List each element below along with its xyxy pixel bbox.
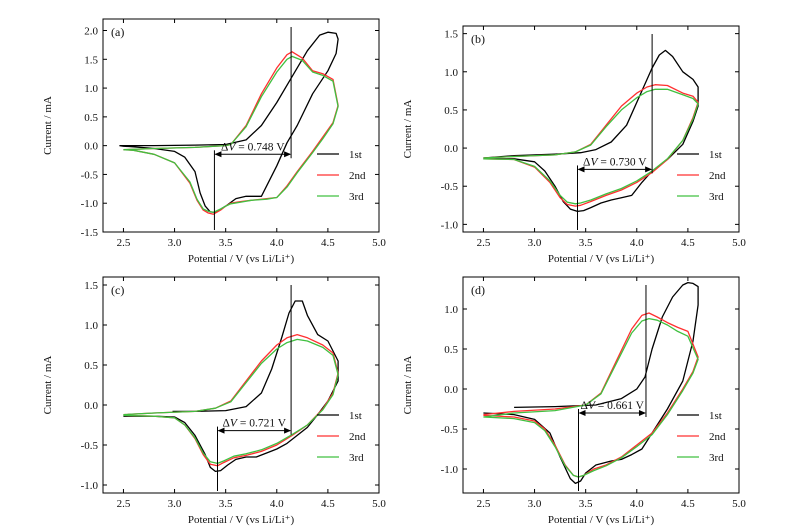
x-tick-label: 2.5 [117,498,131,510]
x-tick-label: 2.5 [477,237,491,249]
legend-label: 1st [709,149,722,161]
y-tick-label: 0.0 [444,143,458,155]
plot-frame [463,26,739,232]
legend-label: 2nd [709,431,726,443]
panel-label: (a) [111,25,124,39]
panel-label: (d) [471,283,485,297]
delta-v-label: ΔV = 0.721 V [223,418,287,430]
x-tick-label: 3.5 [219,498,233,510]
figure: 2.5 3.0 3.5 4.0 4.5 5.0 -1.5 -1.0 -0.5 0.0 0.5 1.0 1… [0,0,787,530]
panel-a: 2.5 3.0 3.5 4.0 4.5 5.0 -1.5 -1.0 -0.5 0.0 0.5 1.0 1… [42,19,386,265]
y-tick-label: 1.0 [444,67,458,79]
x-tick-label: 5.0 [372,237,386,249]
series-line-1st [119,32,338,212]
y-tick-label: -0.5 [81,440,99,452]
y-axis-label: Current / mA [42,96,54,155]
y-tick-label: 0.5 [444,344,458,356]
series-line-1st [123,301,338,471]
y-tick-label: -1.0 [81,198,99,210]
legend-label: 3rd [349,191,364,203]
x-axis-label: Potential / V (vs Li/Li⁺) [548,514,655,526]
x-tick-label: 3.0 [528,237,542,249]
y-tick-label: -1.0 [441,464,459,476]
legend-label: 2nd [709,170,726,182]
series-line-3rd [123,56,338,212]
legend-label: 2nd [349,170,366,182]
x-tick-label: 4.0 [630,237,644,249]
series-line-3rd [483,89,698,204]
x-tick-label: 4.0 [630,498,644,510]
x-axis-label: Potential / V (vs Li/Li⁺) [188,514,295,526]
legend-label: 2nd [349,431,366,443]
y-tick-label: 0.0 [84,141,98,153]
y-tick-label: -1.0 [441,219,459,231]
panel-label: (c) [111,283,124,297]
y-tick-label: 0.0 [84,400,98,412]
x-tick-label: 4.5 [321,237,335,249]
series-line-2nd [123,52,338,214]
y-tick-label: -0.5 [441,424,459,436]
y-axis-label: Current / mA [42,356,54,415]
series-line-3rd [483,319,698,477]
series-line-1st [483,50,698,211]
series-line-1st [483,283,698,484]
y-tick-label: 1.0 [84,320,98,332]
x-tick-label: 4.0 [270,237,284,249]
y-tick-label: -0.5 [81,169,99,181]
legend-label: 1st [349,149,362,161]
plot-frame [103,19,379,232]
x-tick-label: 4.5 [321,498,335,510]
x-tick-label: 2.5 [117,237,131,249]
series-line-2nd [123,335,338,466]
y-tick-label: 0.0 [444,384,458,396]
y-axis-label: Current / mA [402,356,414,415]
y-tick-label: 0.5 [84,112,98,124]
x-tick-label: 5.0 [732,237,746,249]
x-tick-label: 5.0 [732,498,746,510]
y-tick-label: 1.5 [84,54,98,66]
x-tick-label: 3.0 [168,498,182,510]
x-tick-label: 5.0 [372,498,386,510]
x-tick-label: 3.5 [579,237,593,249]
cv-figure: 2.5 3.0 3.5 4.0 4.5 5.0 -1.5 -1.0 -0.5 0.0 0.5 1.0 1… [0,0,787,530]
y-tick-label: 2.0 [84,26,98,38]
y-tick-label: -1.0 [81,480,99,492]
delta-v-label: ΔV = 0.730 V [583,156,647,168]
x-tick-label: 2.5 [477,498,491,510]
plot-frame [103,277,379,493]
x-tick-label: 4.0 [270,498,284,510]
x-tick-label: 3.0 [528,498,542,510]
x-tick-label: 3.5 [579,498,593,510]
x-tick-label: 4.5 [681,237,695,249]
x-tick-label: 3.5 [219,237,233,249]
series-line-3rd [123,339,338,463]
legend-label: 3rd [709,452,724,464]
y-tick-label: -0.5 [441,181,459,193]
delta-v-label: ΔV = 0.661 V [580,400,644,412]
x-axis-label: Potential / V (vs Li/Li⁺) [188,253,295,265]
legend-label: 1st [709,410,722,422]
y-tick-label: 1.5 [444,29,458,41]
y-tick-label: 1.0 [444,304,458,316]
series-line-2nd [483,313,698,477]
y-tick-label: 0.5 [84,360,98,372]
x-axis-label: Potential / V (vs Li/Li⁺) [548,253,655,265]
y-tick-label: -1.5 [81,227,99,239]
x-tick-label: 3.0 [168,237,182,249]
legend-label: 1st [349,410,362,422]
y-tick-label: 0.5 [444,105,458,117]
panel-d: 2.5 3.0 3.5 4.0 4.5 5.0 -1.0 -0.5 0.0 0.5 1.0 Poten… [402,277,746,526]
y-tick-label: 1.0 [84,83,98,95]
legend-label: 3rd [349,452,364,464]
arrow-head-right [284,151,291,157]
panel-label: (b) [471,32,485,46]
legend-label: 3rd [709,191,724,203]
x-tick-label: 4.5 [681,498,695,510]
panel-c: 2.5 3.0 3.5 4.0 4.5 5.0 -1.0 -0.5 0.0 0.5 1.0 1.5 Po… [42,277,386,526]
panel-b: 2.5 3.0 3.5 4.0 4.5 5.0 -1.0 -0.5 0.0 0.5 1.0 1.5 Po… [402,26,746,265]
y-tick-label: 1.5 [84,280,98,292]
delta-v-label: ΔV = 0.748 V [221,141,285,153]
y-axis-label: Current / mA [402,100,414,159]
